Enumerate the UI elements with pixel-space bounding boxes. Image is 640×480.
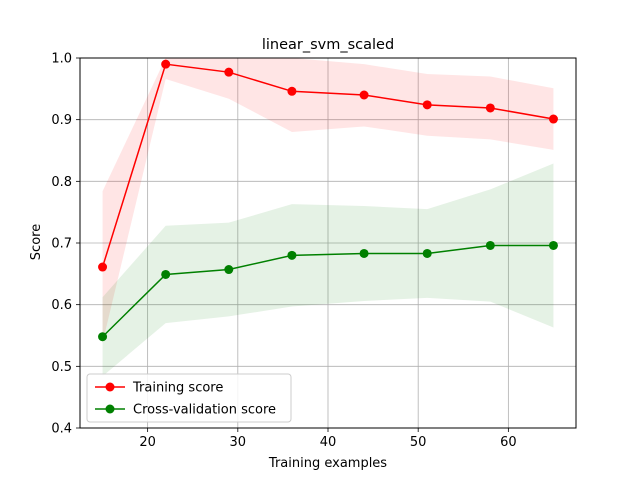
legend-box — [86, 373, 292, 423]
grid — [80, 57, 576, 429]
data-point-cross-validation — [98, 332, 108, 342]
data-point-cross-validation — [359, 248, 369, 258]
data-point-cross-validation — [287, 250, 297, 260]
series-line-training — [101, 63, 554, 268]
data-point-training — [98, 262, 108, 272]
series-points — [98, 59, 558, 342]
x-tick-label: 40 — [320, 435, 337, 450]
y-tick-label: 0.5 — [51, 360, 72, 375]
legend-label: Training score — [132, 381, 223, 396]
data-point-training — [161, 59, 171, 69]
chart-title: linear_svm_scaled — [262, 37, 394, 53]
x-tick-label: 30 — [230, 435, 247, 450]
data-point-training — [359, 90, 369, 100]
data-point-training — [224, 67, 234, 77]
data-point-training — [485, 103, 495, 113]
data-point-cross-validation — [422, 248, 432, 258]
y-tick-label: 0.6 — [51, 298, 72, 313]
y-tick-label: 0.9 — [51, 113, 72, 128]
confidence-band-cross-validation — [102, 163, 554, 377]
y-axis-label: Score — [29, 224, 44, 260]
data-point-cross-validation — [161, 269, 171, 279]
y-tick-label: 0.8 — [51, 175, 72, 190]
data-point-training — [548, 114, 558, 124]
axis-ticks: 20 30 40 50 60 0.4 0.5 0.6 0.7 0.8 0.9 1.0 — [51, 52, 516, 451]
legend-label: Cross-validation score — [133, 403, 276, 418]
x-axis-label: Training examples — [268, 456, 387, 471]
data-point-training — [422, 100, 432, 110]
legend: Training score Cross-validation score — [86, 373, 292, 423]
confidence-band-training — [102, 58, 554, 343]
legend-marker — [105, 382, 115, 392]
x-tick-label: 20 — [139, 435, 156, 450]
data-point-training — [287, 86, 297, 96]
x-tick-label: 50 — [410, 435, 427, 450]
data-point-cross-validation — [224, 265, 234, 275]
series-lines — [101, 63, 554, 338]
confidence-bands — [102, 58, 554, 377]
x-tick-label: 60 — [500, 435, 517, 450]
y-tick-label: 0.4 — [51, 422, 72, 437]
y-tick-label: 1.0 — [51, 52, 72, 67]
legend-marker — [105, 404, 115, 414]
y-tick-label: 0.7 — [51, 237, 72, 252]
series-line-cross-validation — [102, 244, 554, 338]
data-point-cross-validation — [485, 240, 495, 250]
data-point-cross-validation — [548, 240, 558, 250]
